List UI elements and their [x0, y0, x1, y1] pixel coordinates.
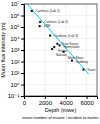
y-tick-label: 10³ — [11, 47, 20, 53]
point-label: Baksan — [56, 53, 67, 57]
leader-line — [72, 61, 76, 62]
x-tick-mark — [45, 96, 46, 99]
grid-line-y — [24, 84, 97, 85]
leader-line — [50, 35, 54, 36]
y-tick: 10⁷ — [11, 1, 24, 7]
marks — [27, 4, 89, 74]
plot: 020004000600010⁻¹10⁰10¹10²10³10⁴10⁵10⁶10… — [8, 1, 98, 105]
y-tick: 10⁻¹ — [8, 93, 24, 99]
y-tick: 10⁶ — [10, 13, 24, 19]
y-tick: 10² — [11, 59, 24, 65]
x-axis-line — [25, 97, 98, 100]
point-label: LSM — [44, 24, 51, 28]
x-tick-label: 4000 — [60, 100, 74, 106]
y-tick-label: 10⁷ — [11, 1, 20, 7]
y-axis: 10⁻¹ 10⁰ 10¹ 10² 10³ 10⁴ 10⁵ 10⁶ 10⁷ — [8, 1, 25, 99]
y-tick-mark — [21, 39, 24, 40]
leader-line — [40, 21, 44, 22]
y-tick-mark — [21, 16, 24, 17]
x-tick: 2000 — [39, 96, 53, 106]
leader-line — [59, 45, 63, 47]
y-tick-mark — [21, 50, 24, 51]
x-tick-label: 0 — [23, 100, 27, 106]
leader-line — [83, 69, 87, 70]
y-tick-mark — [21, 96, 24, 97]
y-tick-label: 10⁴ — [10, 36, 20, 42]
y-tick-label: 10⁰ — [10, 82, 20, 88]
y-tick-label: 10⁻¹ — [8, 93, 20, 99]
point-label: Kasei — [87, 68, 95, 72]
leader-line — [40, 26, 44, 27]
y-tick-mark — [21, 62, 24, 63]
y-tick-mark — [21, 4, 24, 5]
grid-line-y — [24, 38, 97, 39]
secondary-x-label: mean number of muons / incident to matte… — [22, 115, 99, 120]
point-labels: Canfranc (Lab 1)Canfranc (Lab 2)LSMCanfr… — [32, 9, 96, 72]
grid-line-y — [24, 27, 97, 28]
x-tick: 0 — [23, 96, 27, 106]
y-axis-line — [21, 5, 25, 97]
leader-line — [52, 49, 56, 54]
y-tick-mark — [21, 85, 24, 86]
y-tick: 10⁴ — [10, 36, 24, 42]
point-label: Canfranc (Lab 1) — [36, 9, 60, 13]
x-tick: 4000 — [60, 96, 74, 106]
grid-line-y — [24, 73, 97, 74]
y-tick: 10⁵ — [10, 24, 24, 30]
leader-line — [32, 10, 35, 11]
y-tick: 10³ — [11, 47, 24, 53]
x-axis-title: Depth (mwe) — [45, 107, 77, 113]
y-tick-mark — [21, 73, 24, 74]
grid — [24, 4, 97, 96]
y-tick-label: 10⁶ — [10, 13, 20, 19]
x-tick-mark — [87, 96, 88, 99]
point-label: Sudbury — [76, 60, 88, 64]
frame — [24, 4, 97, 96]
background — [0, 0, 100, 124]
grid-line-y — [24, 15, 97, 16]
chart: 020004000600010⁻¹10⁰10¹10²10³10⁴10⁵10⁶10… — [0, 0, 100, 124]
x-tick: 6000 — [80, 96, 94, 106]
leader-line — [57, 43, 61, 44]
y-tick-label: 10¹ — [11, 70, 20, 76]
x-tick-label: 2000 — [39, 100, 53, 106]
x-tick-label: 6000 — [80, 100, 94, 106]
x-tick-mark — [66, 96, 67, 99]
leader-line — [64, 52, 68, 58]
trend-line — [27, 4, 89, 74]
y-tick: 10⁰ — [10, 82, 24, 88]
y-axis-title: Muon flux intensity (m) — [0, 22, 6, 77]
y-tick: 10¹ — [11, 70, 24, 76]
y-tick-label: 10² — [11, 59, 20, 65]
y-tick-mark — [21, 27, 24, 28]
point-label: Canfranc (Lab 3) — [54, 34, 78, 38]
x-axis: 0 2000 4000 6000 — [23, 96, 98, 106]
y-tick-label: 10⁵ — [10, 24, 20, 30]
leader-line — [54, 47, 58, 51]
